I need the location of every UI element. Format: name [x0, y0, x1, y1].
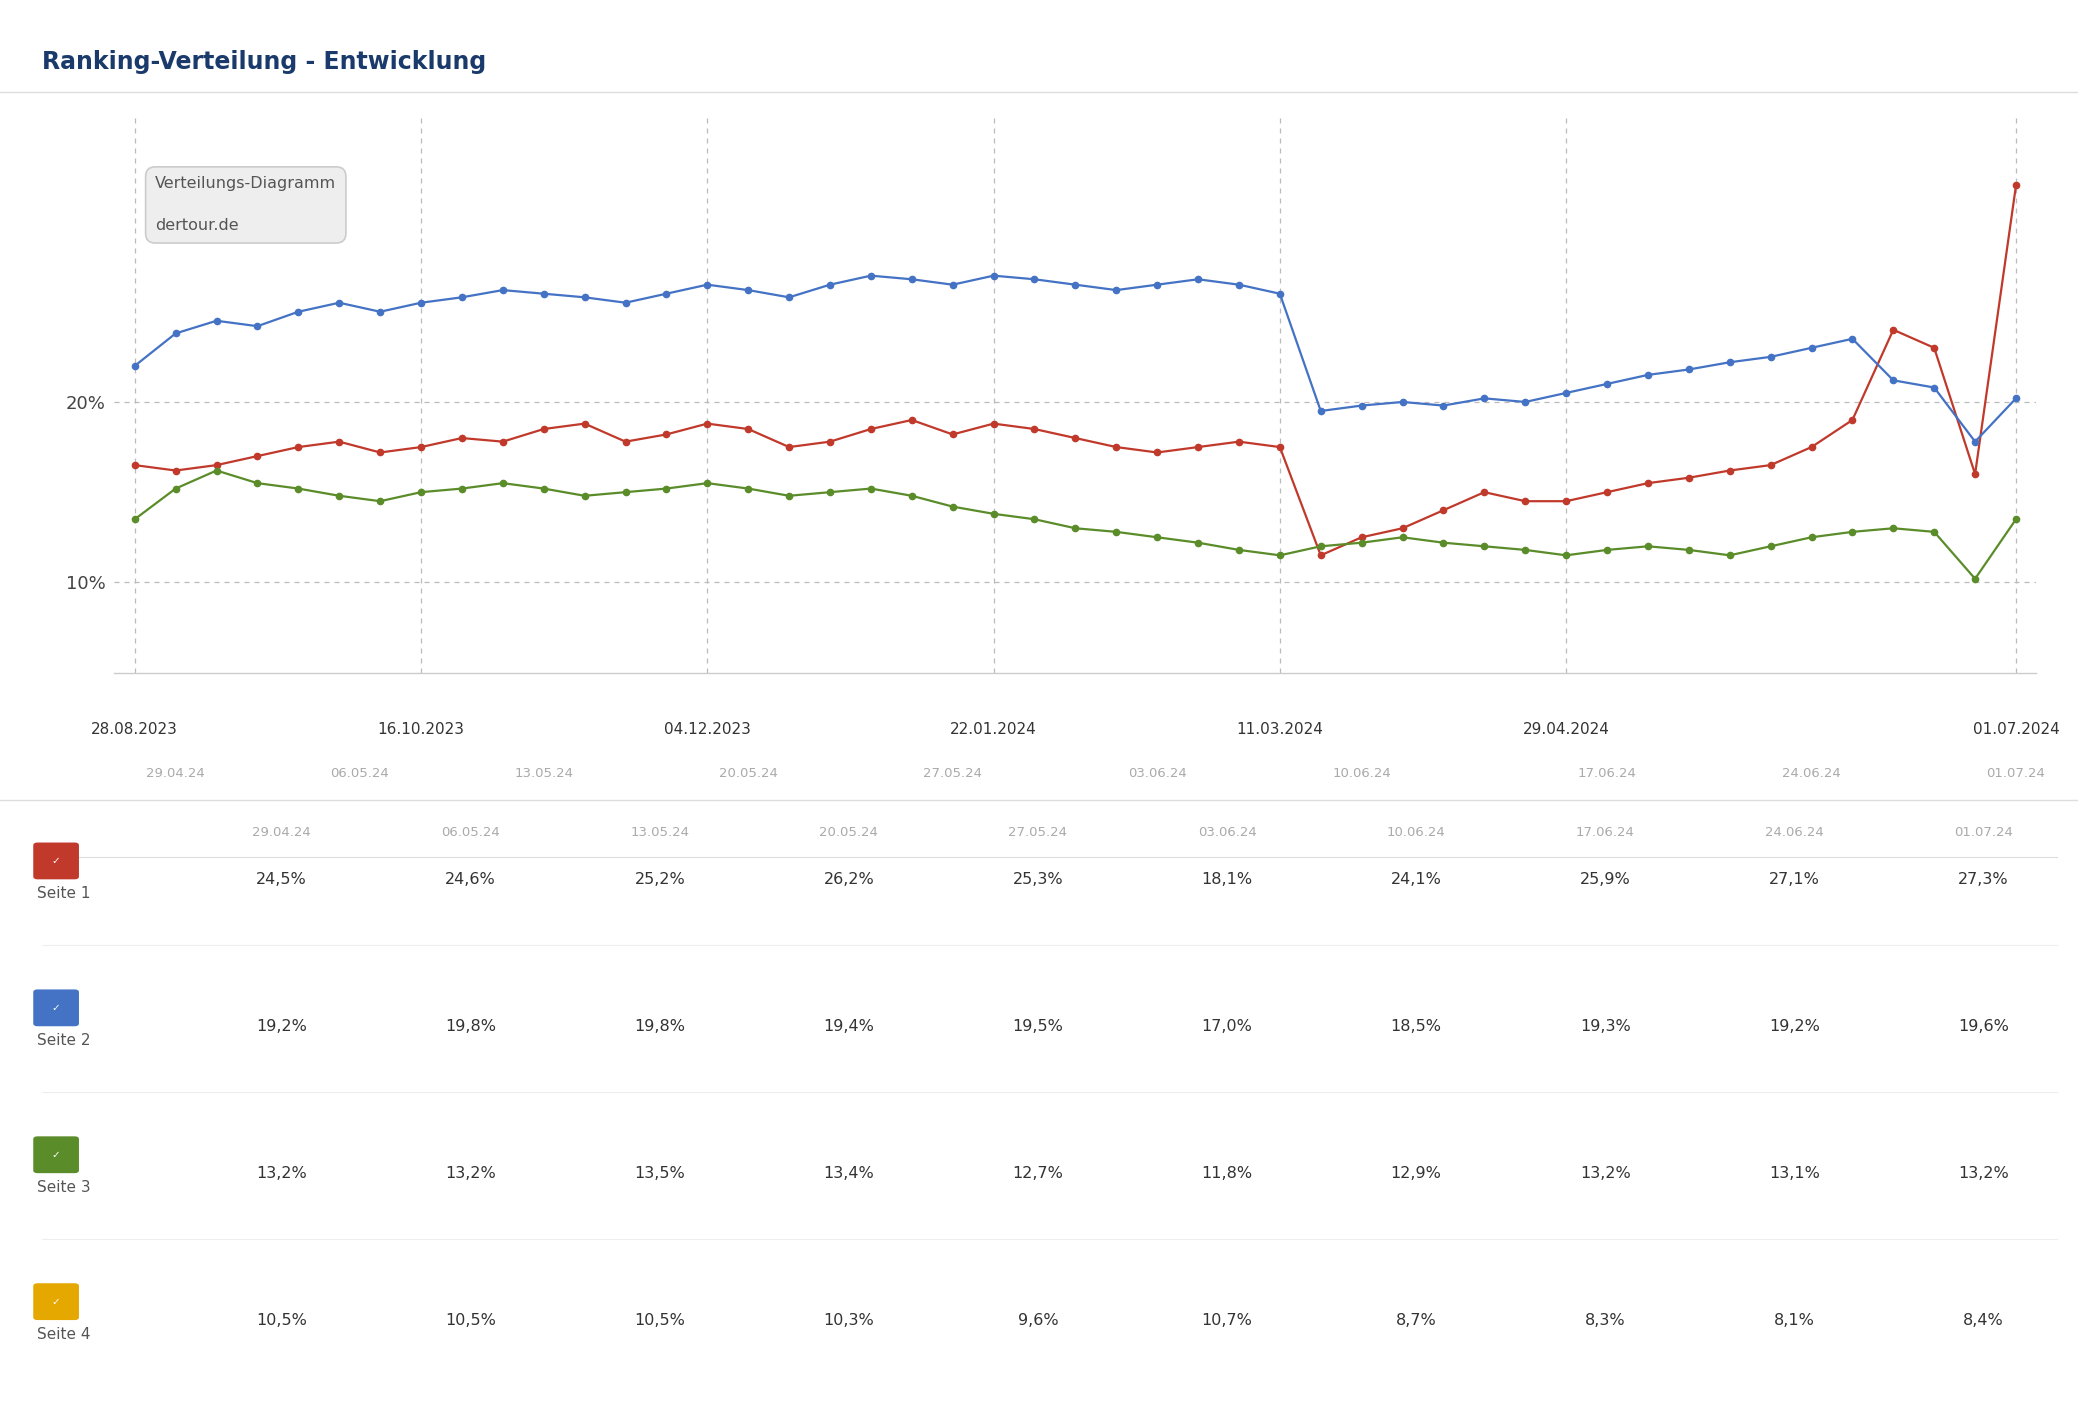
Text: 24,6%: 24,6% — [445, 872, 497, 886]
Text: 06.05.24: 06.05.24 — [441, 826, 501, 838]
Text: Verteilungs-Diagramm

dertour.de: Verteilungs-Diagramm dertour.de — [156, 177, 337, 234]
Text: 25,3%: 25,3% — [1012, 872, 1064, 886]
Text: 03.06.24: 03.06.24 — [1128, 767, 1187, 780]
Text: 10.06.24: 10.06.24 — [1386, 826, 1446, 838]
Text: 10,5%: 10,5% — [445, 1313, 497, 1328]
Text: 24.06.24: 24.06.24 — [1783, 767, 1841, 780]
Text: ✓: ✓ — [52, 1003, 60, 1012]
Text: 10,5%: 10,5% — [634, 1313, 686, 1328]
Text: 12,7%: 12,7% — [1012, 1165, 1064, 1181]
Text: 18,5%: 18,5% — [1390, 1018, 1442, 1034]
Text: 03.06.24: 03.06.24 — [1197, 826, 1257, 838]
Text: 20.05.24: 20.05.24 — [719, 767, 777, 780]
Text: 13,2%: 13,2% — [256, 1165, 308, 1181]
Text: 26,2%: 26,2% — [823, 872, 875, 886]
Text: 19,2%: 19,2% — [256, 1018, 308, 1034]
Text: 25,2%: 25,2% — [634, 872, 686, 886]
Text: 29.04.24: 29.04.24 — [145, 767, 206, 780]
Text: 29.04.24: 29.04.24 — [251, 826, 312, 838]
Text: 01.07.24: 01.07.24 — [1987, 767, 2045, 780]
Text: 13,2%: 13,2% — [1957, 1165, 2009, 1181]
Text: ✓: ✓ — [52, 1297, 60, 1307]
Text: 11.03.2024: 11.03.2024 — [1236, 722, 1324, 738]
Text: ✓: ✓ — [52, 855, 60, 867]
Text: 28.08.2023: 28.08.2023 — [91, 722, 179, 738]
Text: 24.06.24: 24.06.24 — [1764, 826, 1824, 838]
Text: 22.01.2024: 22.01.2024 — [950, 722, 1037, 738]
Text: 01.07.24: 01.07.24 — [1953, 826, 2014, 838]
Text: 13,2%: 13,2% — [445, 1165, 497, 1181]
Text: 04.12.2023: 04.12.2023 — [663, 722, 750, 738]
Text: 17.06.24: 17.06.24 — [1575, 826, 1635, 838]
Text: 13,5%: 13,5% — [634, 1165, 686, 1181]
Text: 19,6%: 19,6% — [1957, 1018, 2009, 1034]
Text: 12,9%: 12,9% — [1390, 1165, 1442, 1181]
Text: 27,1%: 27,1% — [1768, 872, 1820, 886]
Text: Seite 1: Seite 1 — [37, 886, 91, 901]
Text: 13,4%: 13,4% — [823, 1165, 875, 1181]
Text: 27.05.24: 27.05.24 — [1008, 826, 1068, 838]
Text: 16.10.2023: 16.10.2023 — [378, 722, 465, 738]
Text: ✓: ✓ — [52, 1150, 60, 1160]
Text: 24,1%: 24,1% — [1390, 872, 1442, 886]
Text: 19,8%: 19,8% — [634, 1018, 686, 1034]
Text: 17,0%: 17,0% — [1201, 1018, 1253, 1034]
Text: 25,9%: 25,9% — [1579, 872, 1631, 886]
Text: 06.05.24: 06.05.24 — [330, 767, 389, 780]
Text: 24,5%: 24,5% — [256, 872, 308, 886]
Text: 10,3%: 10,3% — [823, 1313, 875, 1328]
Text: 10,7%: 10,7% — [1201, 1313, 1253, 1328]
Text: 8,1%: 8,1% — [1775, 1313, 1814, 1328]
Text: 8,3%: 8,3% — [1586, 1313, 1625, 1328]
Text: Seite 2: Seite 2 — [37, 1032, 91, 1048]
Text: 27.05.24: 27.05.24 — [923, 767, 983, 780]
Text: 18,1%: 18,1% — [1201, 872, 1253, 886]
Text: Seite 3: Seite 3 — [37, 1180, 91, 1195]
Text: 8,7%: 8,7% — [1396, 1313, 1436, 1328]
Text: 10.06.24: 10.06.24 — [1332, 767, 1390, 780]
Text: 19,8%: 19,8% — [445, 1018, 497, 1034]
Text: 8,4%: 8,4% — [1964, 1313, 2003, 1328]
Text: 29.04.2024: 29.04.2024 — [1523, 722, 1610, 738]
Text: 19,3%: 19,3% — [1579, 1018, 1631, 1034]
Text: 27,3%: 27,3% — [1957, 872, 2009, 886]
Text: Ranking-Verteilung - Entwicklung: Ranking-Verteilung - Entwicklung — [42, 50, 486, 74]
Text: 20.05.24: 20.05.24 — [819, 826, 879, 838]
Text: 19,2%: 19,2% — [1768, 1018, 1820, 1034]
Text: Seite 4: Seite 4 — [37, 1327, 91, 1341]
Text: 13,2%: 13,2% — [1579, 1165, 1631, 1181]
Text: 17.06.24: 17.06.24 — [1577, 767, 1637, 780]
Text: 13.05.24: 13.05.24 — [630, 826, 690, 838]
Text: 13,1%: 13,1% — [1768, 1165, 1820, 1181]
Text: 13.05.24: 13.05.24 — [513, 767, 574, 780]
Text: 9,6%: 9,6% — [1018, 1313, 1058, 1328]
Text: 10,5%: 10,5% — [256, 1313, 308, 1328]
Text: 11,8%: 11,8% — [1201, 1165, 1253, 1181]
Text: 19,5%: 19,5% — [1012, 1018, 1064, 1034]
Text: 19,4%: 19,4% — [823, 1018, 875, 1034]
Text: 01.07.2024: 01.07.2024 — [1972, 722, 2059, 738]
